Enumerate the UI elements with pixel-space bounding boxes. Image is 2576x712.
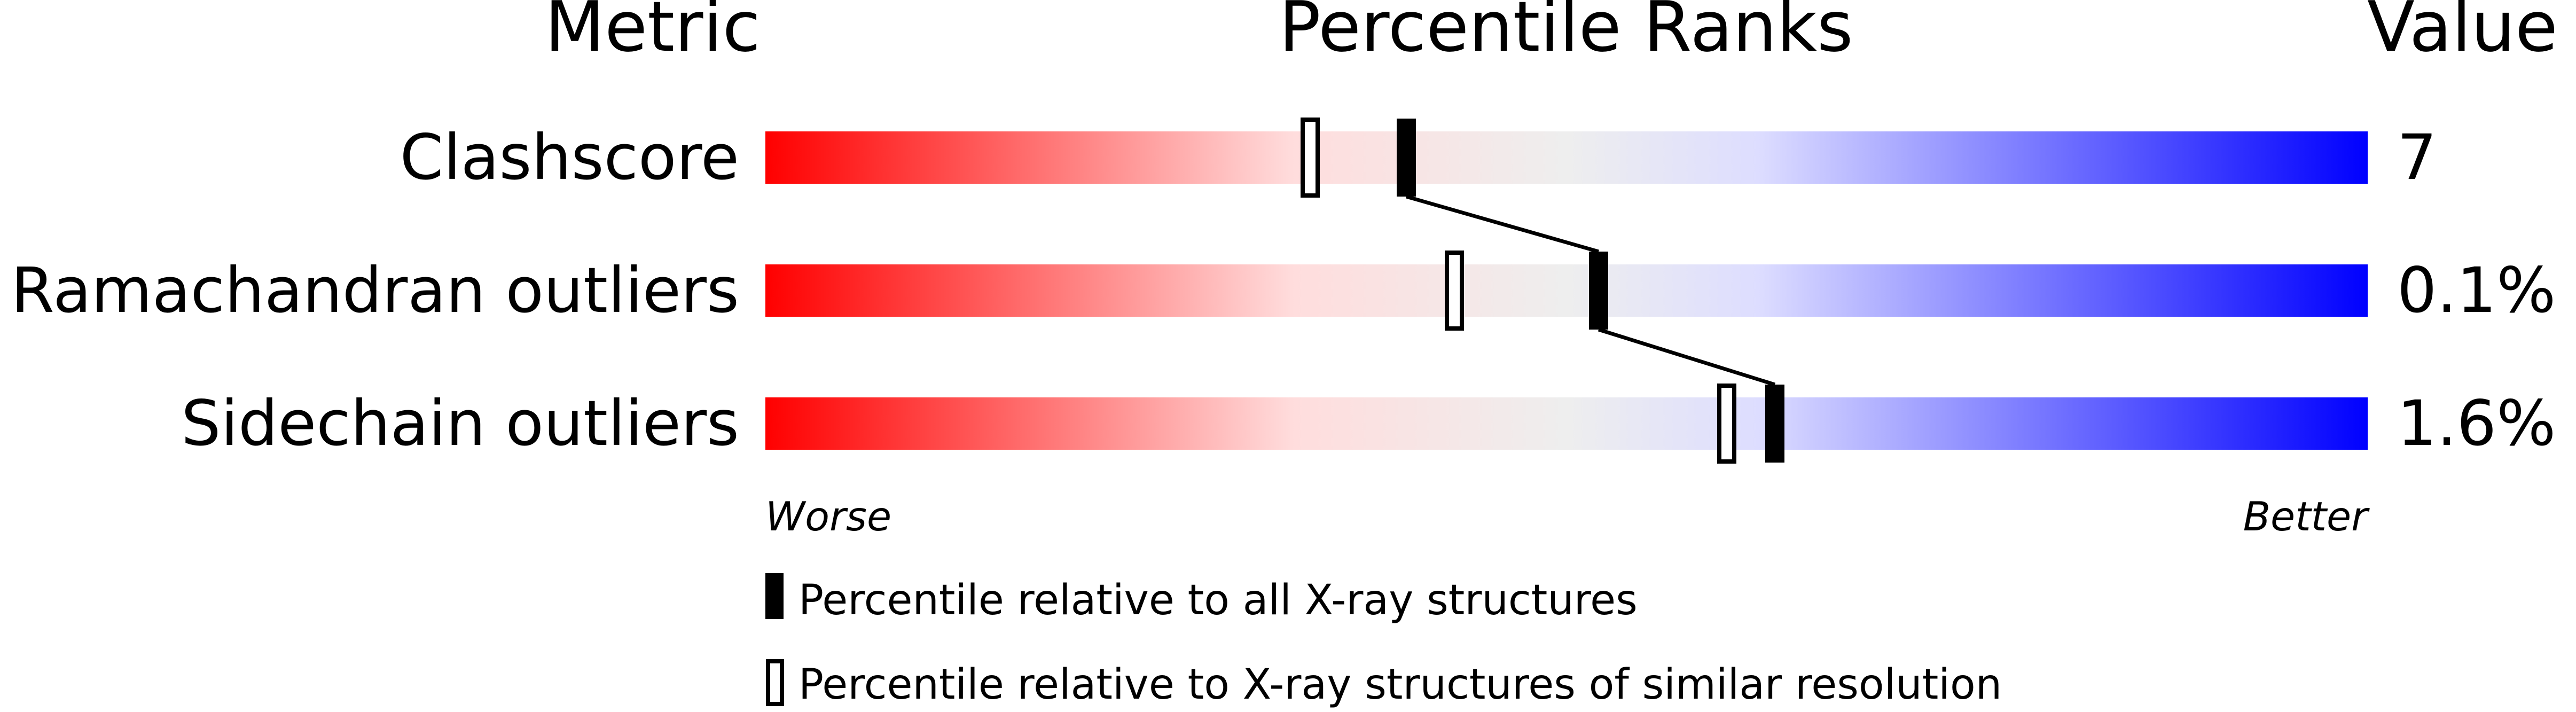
header-percentile-ranks: Percentile Ranks [1279, 0, 1853, 67]
metric-label: Clashscore [400, 121, 739, 194]
similar-resolution-marker [1301, 118, 1320, 198]
all-structures-marker [1589, 252, 1608, 330]
header-value: Value [2367, 0, 2558, 67]
legend-filled-marker-icon [765, 573, 784, 619]
metric-label: Sidechain outliers [181, 387, 739, 460]
worse-label: Worse [765, 493, 891, 540]
similar-resolution-marker [1717, 384, 1736, 464]
all-structures-marker [1397, 119, 1416, 197]
legend-label-all: Percentile relative to all X-ray structu… [798, 576, 1638, 624]
connector-line [1598, 327, 1776, 387]
metric-value: 1.6% [2397, 387, 2556, 460]
all-structures-marker [1765, 385, 1784, 463]
legend-open-marker-icon [766, 659, 784, 706]
similar-resolution-marker [1445, 251, 1464, 331]
metric-value: 0.1% [2397, 254, 2556, 327]
percentile-bar [765, 131, 2368, 184]
metric-value: 7 [2397, 121, 2437, 194]
legend-label-similar: Percentile relative to X-ray structures … [798, 661, 2002, 709]
header-metric: Metric [545, 0, 761, 67]
connector-line [1406, 194, 1599, 254]
percentile-bar [765, 397, 2368, 450]
percentile-bar [765, 264, 2368, 317]
metric-label: Ramachandran outliers [11, 254, 740, 327]
better-label: Better [2243, 493, 2370, 540]
